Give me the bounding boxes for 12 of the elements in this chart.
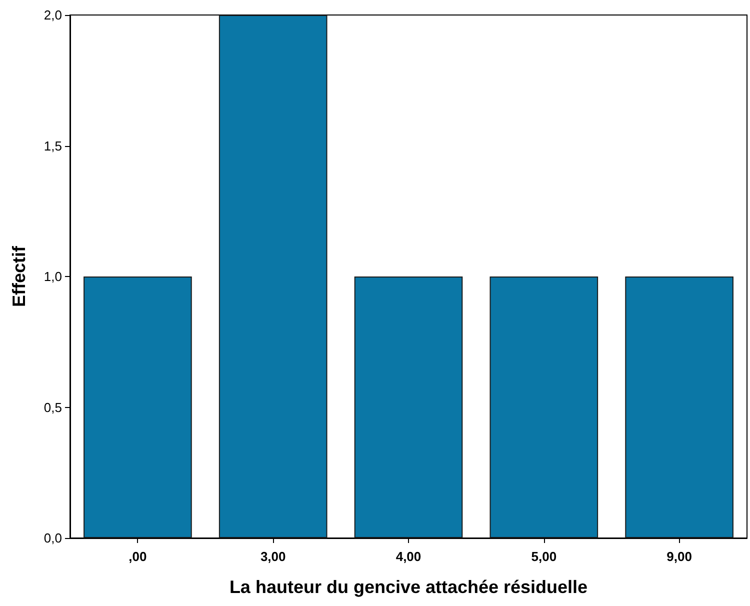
y-axis-title: Effectif xyxy=(9,244,29,308)
y-tick-label: 1,0 xyxy=(44,269,62,284)
x-tick-label: 3,00 xyxy=(260,549,286,564)
x-tick-label: ,00 xyxy=(128,549,147,564)
y-tick-label: 2,0 xyxy=(44,8,62,22)
x-tick-label: 5,00 xyxy=(531,549,557,564)
y-tick-label: 0,0 xyxy=(44,530,62,546)
x-tick-label: 4,00 xyxy=(396,549,422,564)
y-tick-label: 1,5 xyxy=(44,138,62,154)
y-tick-label: 0,5 xyxy=(44,400,62,415)
x-tick-label: 9,00 xyxy=(666,549,692,564)
x-axis-title: La hauteur du gencive attachée résiduelle xyxy=(229,577,588,597)
